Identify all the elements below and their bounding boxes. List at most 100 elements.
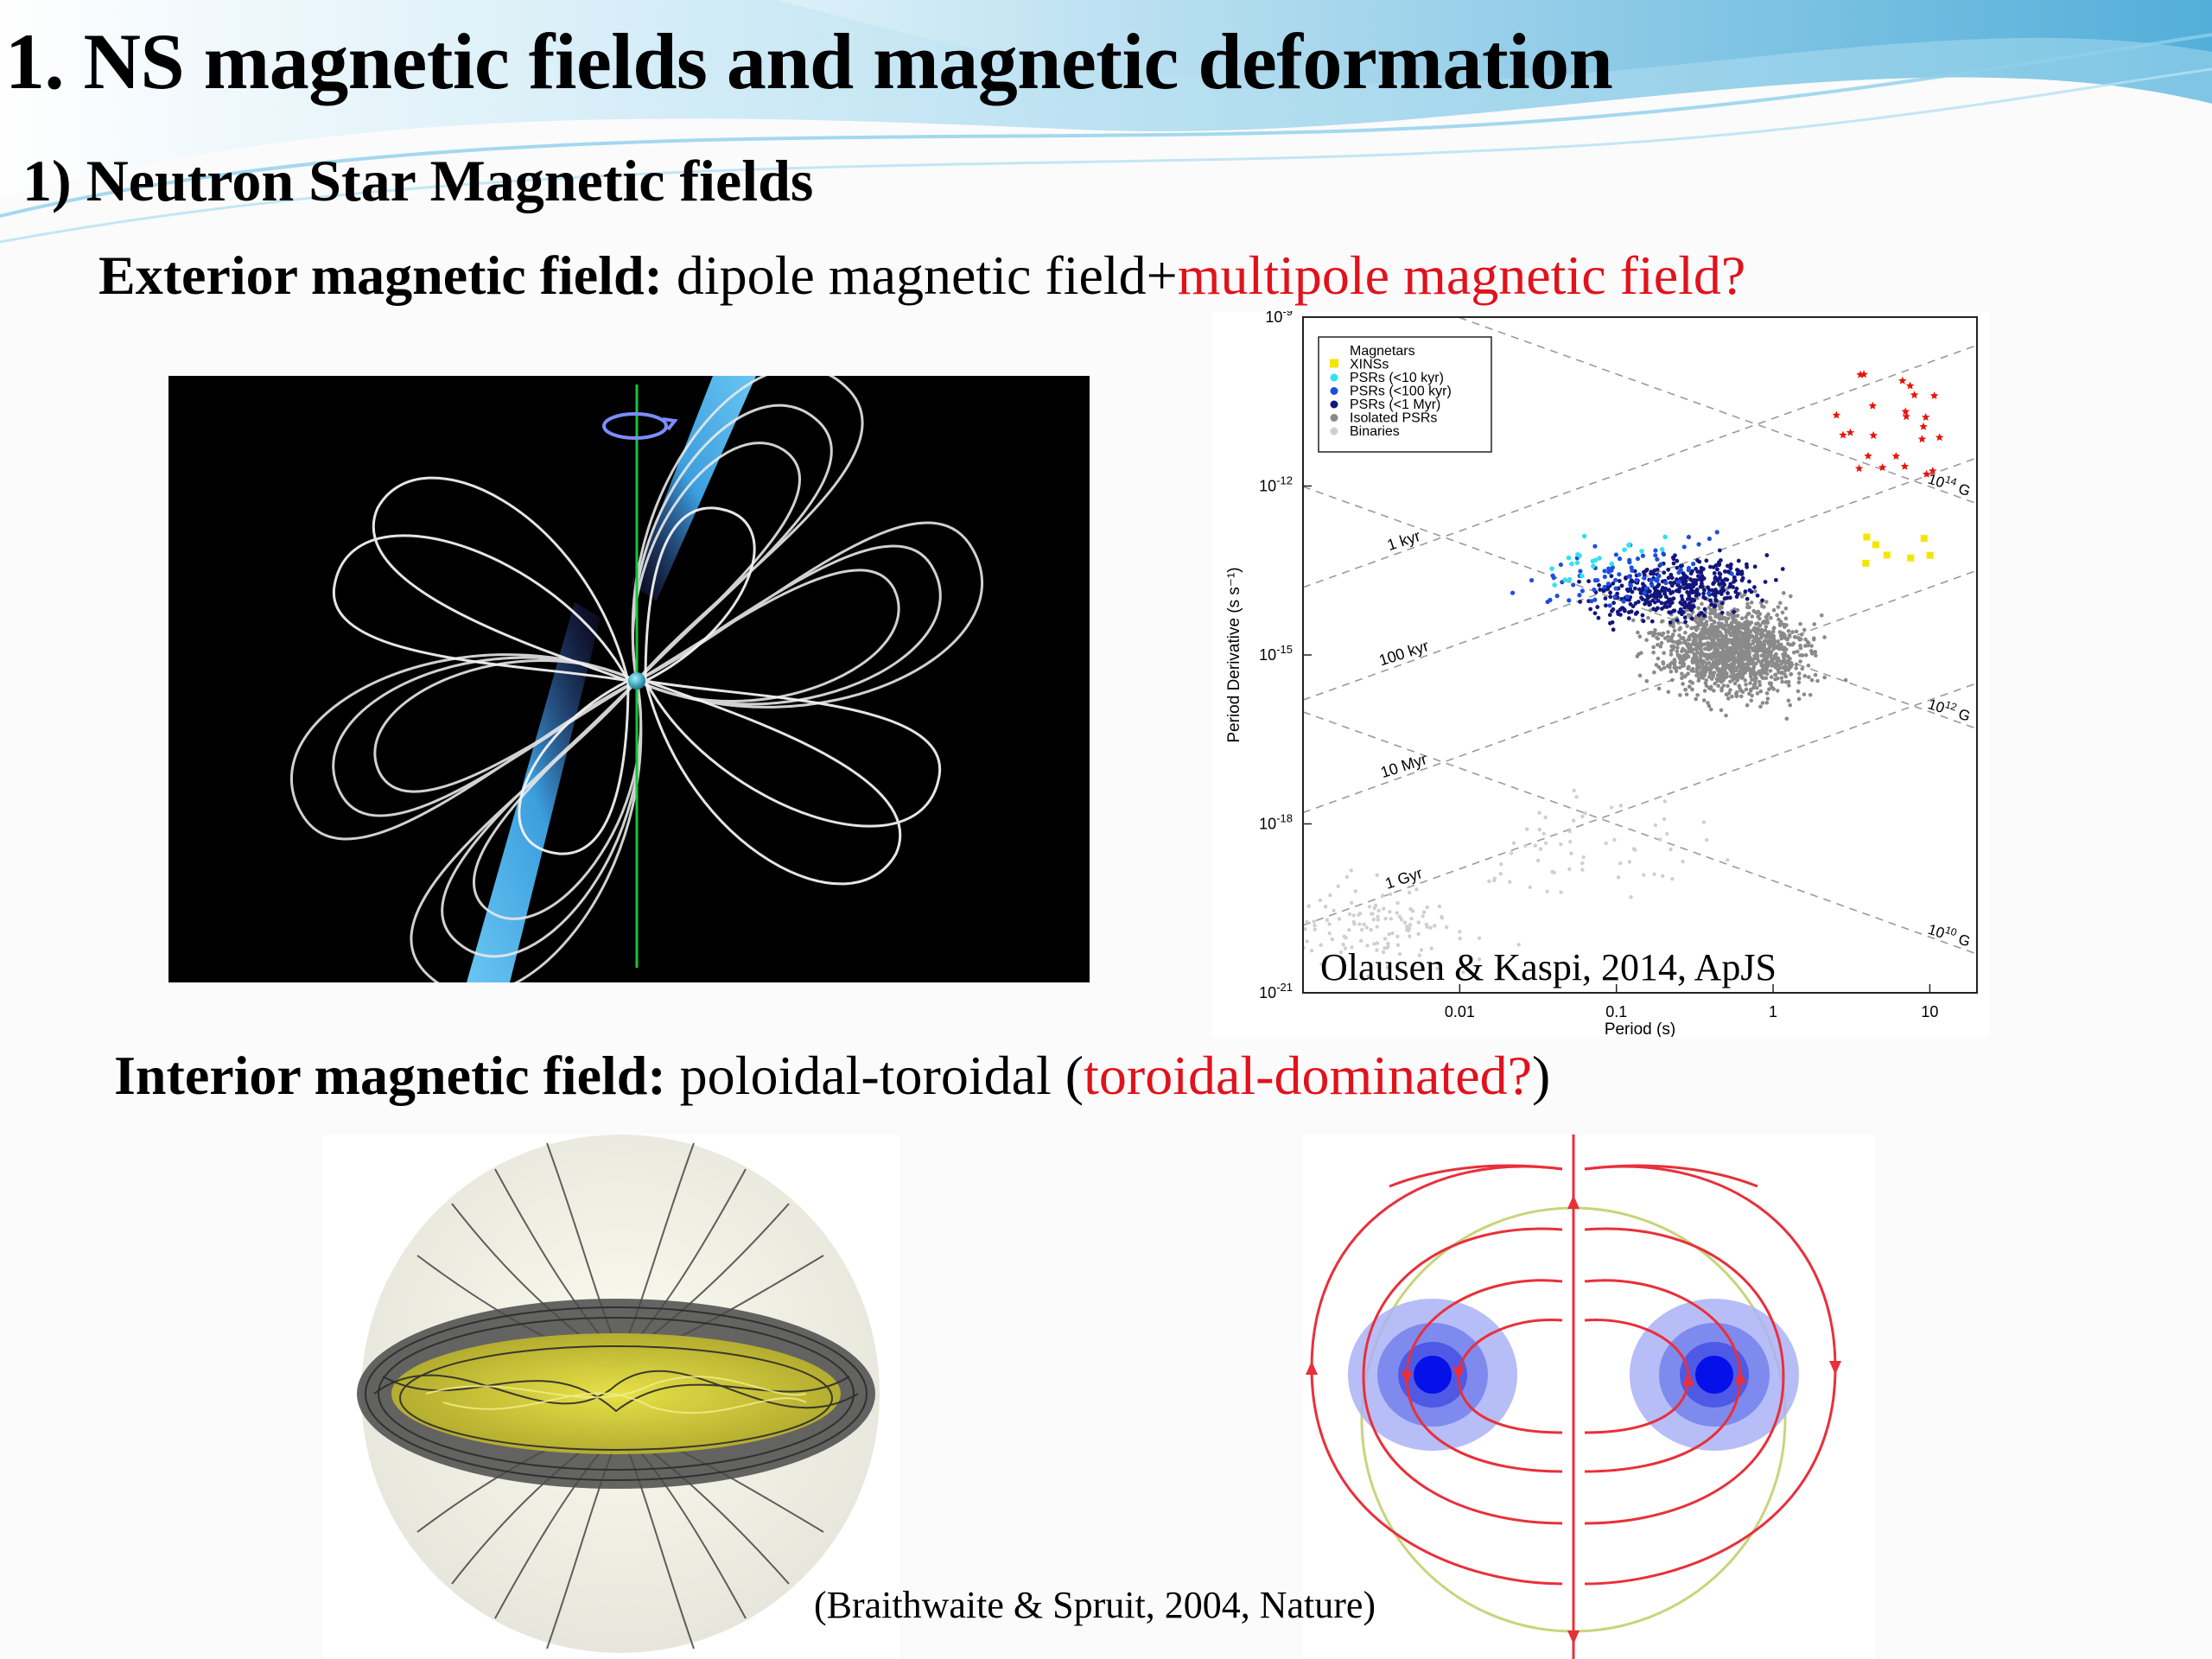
isolated-psr-point [1799, 632, 1804, 637]
isolated-psr-point [1666, 634, 1670, 639]
binary-point [1353, 889, 1358, 893]
psr-1myr-point [1760, 598, 1765, 603]
isolated-psr-point [1776, 605, 1781, 609]
isolated-psr-point [1691, 632, 1695, 636]
binary-point [1337, 917, 1342, 921]
isolated-psr-point [1756, 658, 1761, 664]
xins-point [1926, 551, 1934, 559]
binary-point [1336, 884, 1340, 888]
isolated-psr-point [1787, 683, 1791, 688]
psr-1myr-point [1669, 583, 1675, 588]
isolated-psr-point [1694, 696, 1699, 702]
isolated-psr-point [1775, 676, 1780, 681]
interior-field-label: Interior magnetic field: [114, 1045, 666, 1106]
isolated-psr-point [1800, 666, 1805, 671]
isolated-psr-point [1724, 713, 1728, 718]
binary-point [1416, 931, 1421, 937]
isolated-psr-point [1764, 659, 1769, 664]
magnetar-point [1901, 407, 1910, 416]
psr-100kyr-point [1606, 566, 1611, 571]
psr-1myr-point [1639, 595, 1643, 601]
psr-1myr-point [1662, 570, 1667, 575]
isolated-psr-point [1783, 606, 1789, 611]
psr-100kyr-point [1656, 573, 1662, 579]
psr-1myr-point [1708, 598, 1713, 603]
isolated-psr-point [1758, 640, 1763, 645]
psr-1myr-point [1681, 571, 1686, 575]
binary-point [1318, 898, 1323, 903]
xins-point [1907, 554, 1915, 562]
isolated-psr-point [1777, 630, 1783, 634]
isolated-psr-point [1738, 651, 1743, 656]
psr-1myr-point [1666, 567, 1671, 572]
isolated-psr-point [1691, 666, 1695, 671]
binary-point [1433, 924, 1437, 928]
isolated-psr-point [1720, 647, 1726, 652]
isolated-psr-point [1740, 690, 1745, 695]
isolated-psr-point [1791, 650, 1796, 655]
isolated-psr-point [1727, 631, 1732, 636]
psr-1myr-point [1725, 595, 1730, 601]
psr-1myr-point [1689, 616, 1694, 621]
isolated-psr-point [1726, 683, 1730, 689]
psr-100kyr-point [1629, 565, 1634, 570]
binary-point [1362, 922, 1366, 926]
psr-1myr-point [1700, 583, 1704, 588]
isolated-psr-point [1708, 611, 1713, 616]
psr-1myr-point [1688, 577, 1693, 582]
isolated-psr-point [1674, 669, 1679, 673]
psr-1myr-point [1691, 597, 1696, 602]
isolated-psr-point [1778, 620, 1783, 624]
psr-1myr-point [1736, 558, 1741, 563]
isolated-psr-point [1668, 662, 1673, 666]
psr-100kyr-point [1617, 556, 1623, 562]
binary-point [1670, 877, 1675, 881]
isolated-psr-point [1733, 668, 1738, 673]
psr-100kyr-point [1602, 584, 1607, 589]
psr-1myr-point [1682, 586, 1687, 591]
psr-1myr-point [1688, 571, 1694, 576]
binary-point [1359, 927, 1364, 932]
isolated-psr-point [1754, 685, 1759, 690]
isolated-psr-point [1746, 632, 1751, 638]
x-tick-label: 10 [1921, 1003, 1938, 1020]
binary-point [1618, 804, 1624, 808]
psr-100kyr-point [1510, 590, 1516, 595]
isolated-psr-point [1696, 606, 1700, 611]
binary-point [1408, 934, 1412, 938]
isolated-psr-point [1673, 659, 1677, 664]
binary-point [1417, 953, 1422, 957]
isolated-psr-point [1786, 641, 1790, 646]
magnetar-point [1902, 412, 1910, 421]
isolated-psr-point [1651, 650, 1656, 655]
isolated-psr-point [1666, 639, 1671, 643]
isolated-psr-point [1735, 672, 1739, 677]
isolated-psr-point [1728, 688, 1732, 692]
psr-1myr-point [1702, 588, 1707, 593]
isolated-psr-point [1715, 678, 1720, 683]
isolated-psr-point [1720, 616, 1725, 621]
isolated-psr-point [1749, 600, 1754, 605]
isolated-psr-point [1639, 651, 1643, 655]
magnetar-point [1910, 391, 1919, 399]
psr-1myr-point [1669, 575, 1675, 581]
magnetar-point [1878, 463, 1887, 472]
psr-1myr-point [1578, 600, 1583, 604]
isolated-psr-point [1763, 628, 1768, 632]
legend-label: PSRs (<10 kyr) [1350, 371, 1444, 385]
psr-1myr-point [1630, 589, 1635, 594]
psr-1myr-point [1622, 607, 1627, 612]
age-line [1303, 682, 1977, 926]
psr-100kyr-point [1545, 599, 1550, 605]
psr-100kyr-point [1729, 571, 1734, 576]
isolated-psr-point [1765, 639, 1770, 644]
psr-1myr-point [1608, 590, 1612, 595]
psr-1myr-point [1672, 608, 1677, 613]
binary-point [1375, 873, 1379, 878]
isolated-psr-point [1738, 694, 1744, 699]
isolated-psr-point [1731, 642, 1736, 647]
isolated-psr-point [1648, 608, 1653, 613]
legend-marker [1330, 359, 1338, 368]
psr-100kyr-point [1649, 577, 1654, 583]
